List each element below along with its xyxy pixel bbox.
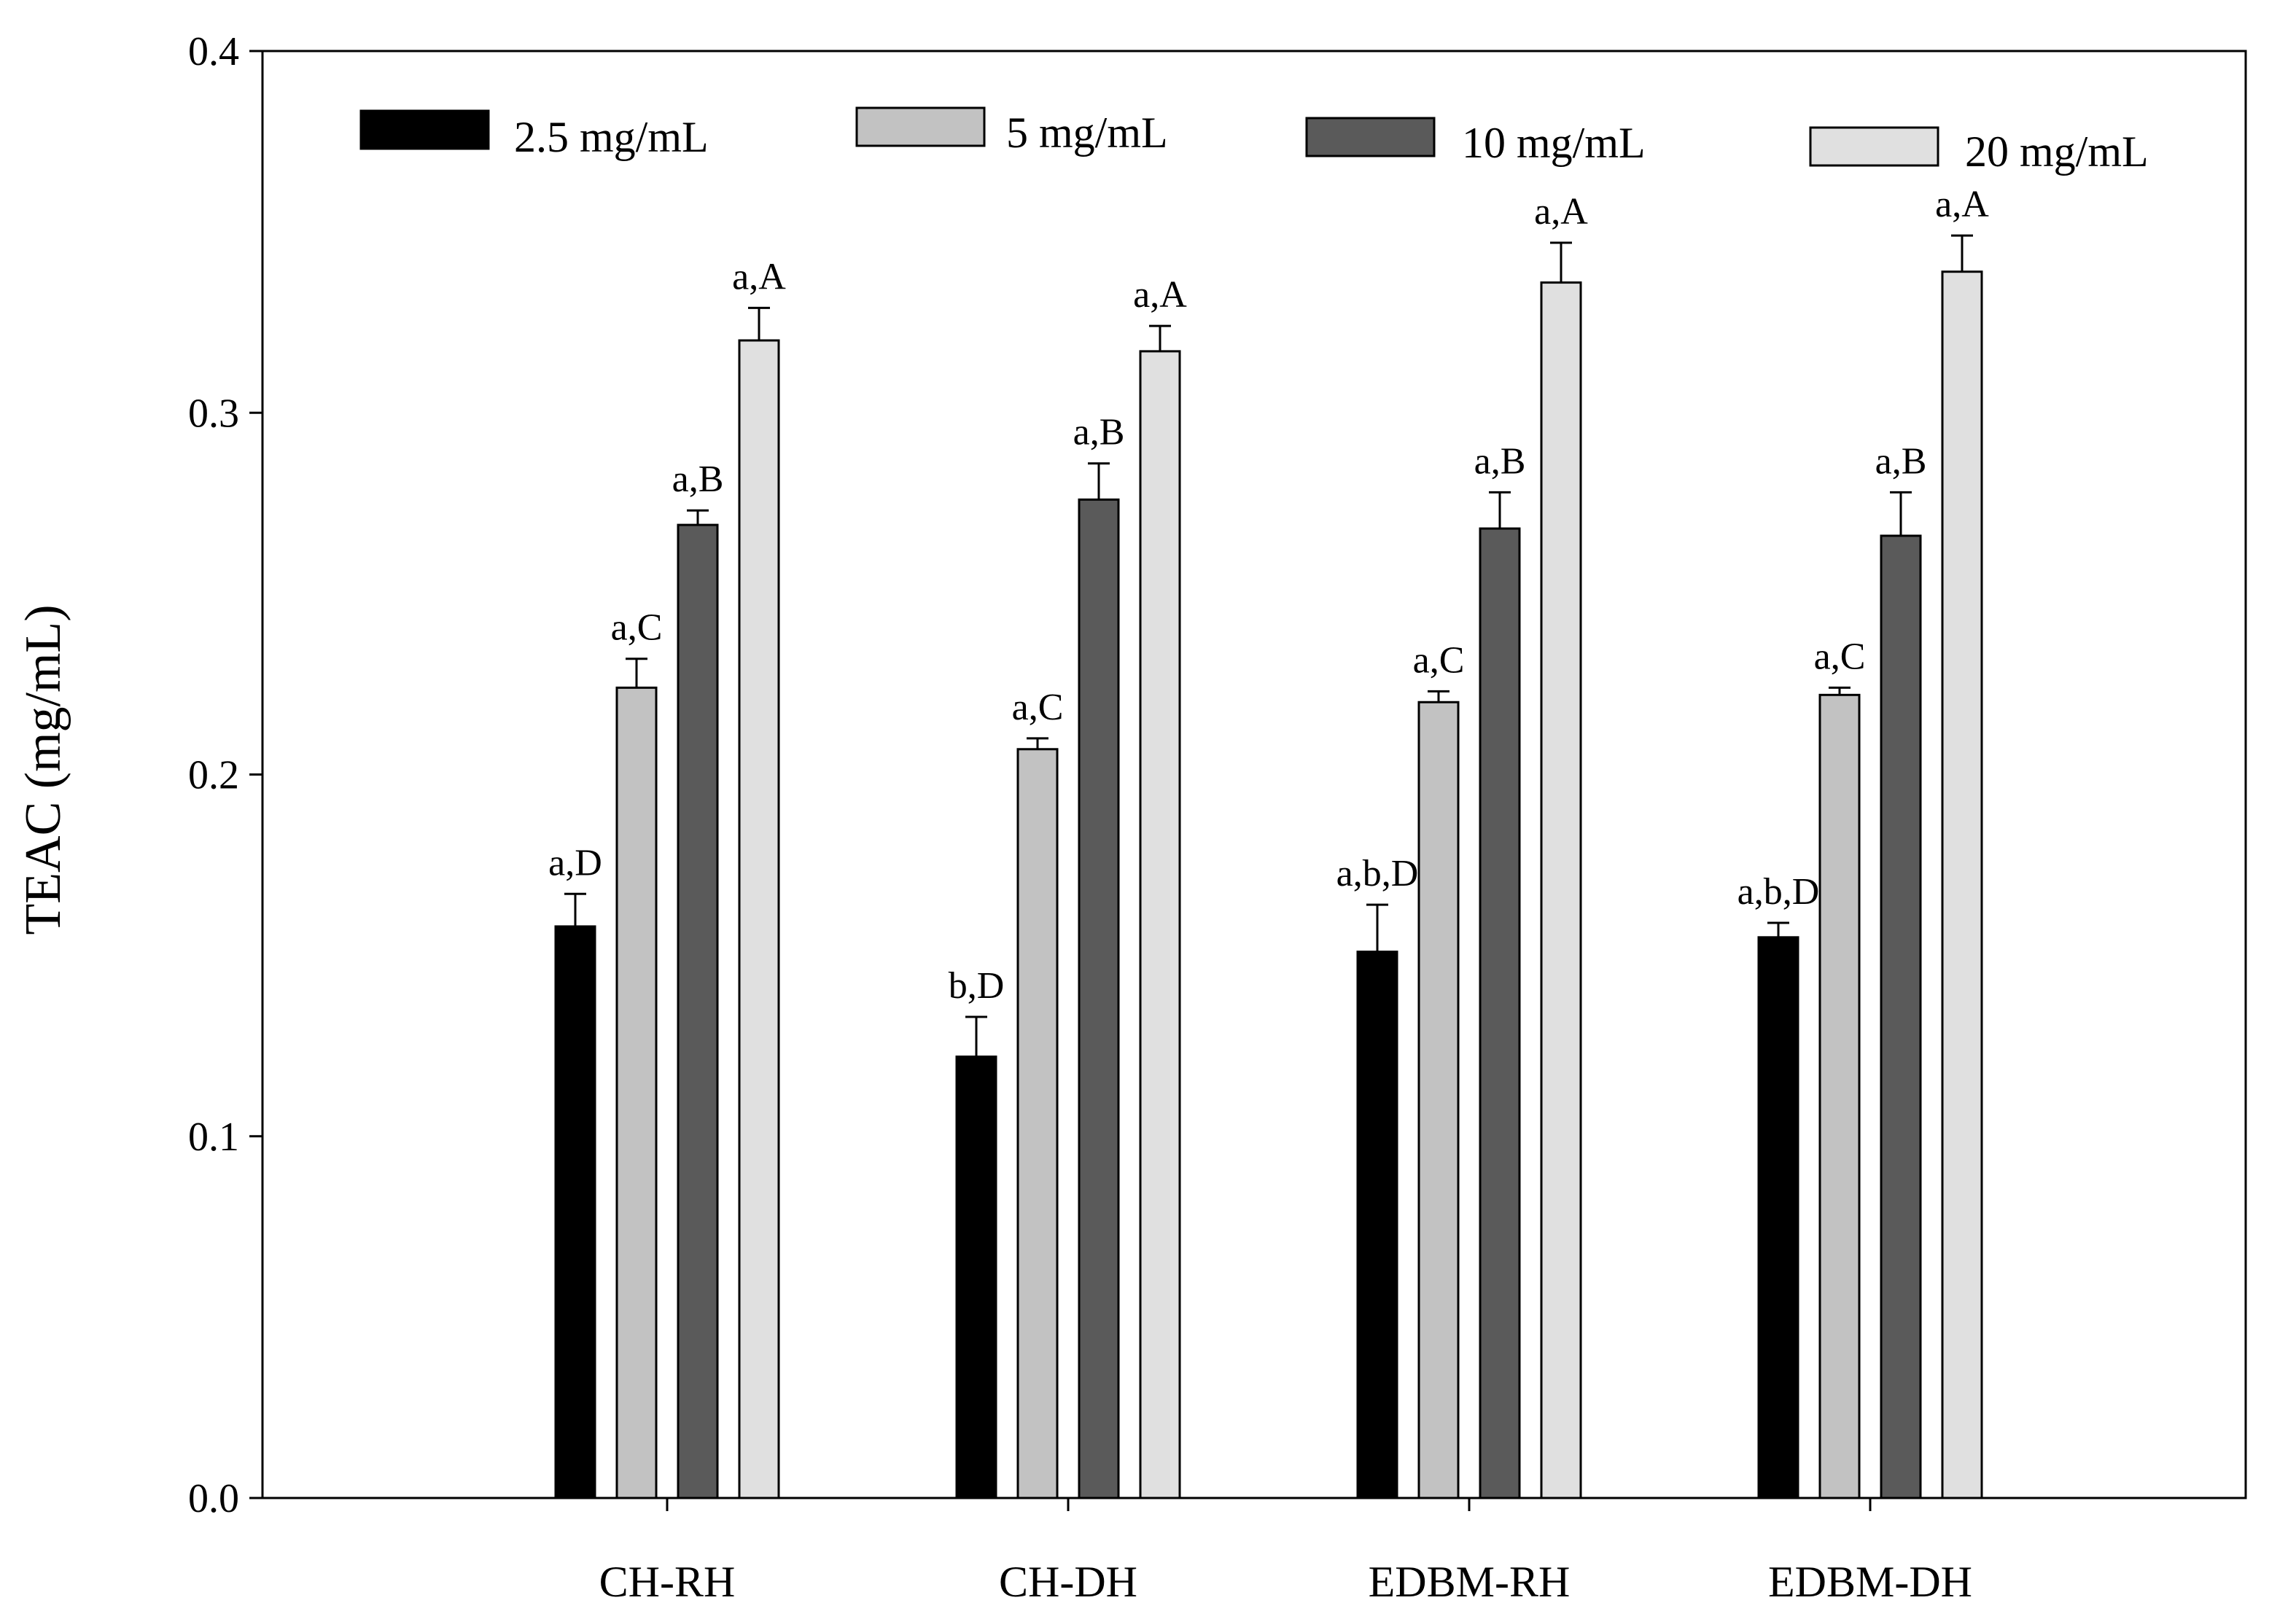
y-tick-label: 0.3: [188, 391, 239, 436]
bar-edbm-dh-series-3: [1880, 534, 1922, 1499]
significance-label: a,C: [1814, 636, 1866, 677]
significance-label: a,A: [1935, 184, 1989, 225]
y-tick-label: 0.2: [188, 753, 239, 798]
bar-ch-dh-series-4: [1139, 350, 1181, 1499]
legend-label-3: 10 mg/mL: [1462, 119, 1646, 167]
bar-edbm-rh-series-3: [1479, 527, 1521, 1499]
significance-label: a,A: [1133, 274, 1187, 316]
significance-label: a,C: [1413, 639, 1465, 681]
y-tick-label: 0.4: [188, 29, 239, 74]
significance-label: a,A: [1534, 191, 1588, 233]
significance-label: a,D: [548, 842, 602, 883]
significance-label: a,B: [672, 459, 724, 500]
bar-ch-dh-series-1: [955, 1056, 997, 1499]
x-tick-label: EDBM-DH: [1768, 1558, 1972, 1606]
x-tick-label: CH-DH: [999, 1558, 1137, 1606]
bar-ch-dh-series-2: [1016, 748, 1059, 1499]
significance-label: a,C: [1012, 687, 1064, 728]
y-axis-title: TEAC (mg/mL): [15, 605, 71, 935]
significance-label: a,A: [732, 256, 786, 297]
legend-label-1: 2.5 mg/mL: [514, 113, 709, 161]
legend-swatch-3: [1305, 117, 1436, 157]
bar-edbm-rh-series-2: [1417, 701, 1460, 1499]
legend-label-4: 20 mg/mL: [1965, 128, 2149, 176]
bar-edbm-rh-series-1: [1356, 951, 1398, 1499]
significance-label: a,B: [1474, 440, 1526, 482]
legend-swatch-1: [359, 109, 490, 150]
bar-edbm-dh-series-2: [1818, 693, 1861, 1499]
bar-ch-dh-series-3: [1078, 498, 1120, 1499]
x-tick-label: EDBM-RH: [1369, 1558, 1571, 1606]
bar-ch-rh-series-2: [615, 686, 658, 1499]
significance-label: a,b,D: [1336, 853, 1419, 894]
bar-ch-rh-series-1: [554, 925, 596, 1499]
significance-label: b,D: [949, 965, 1005, 1007]
bar-edbm-dh-series-4: [1941, 270, 1983, 1499]
legend-swatch-4: [1809, 126, 1939, 167]
bar-ch-rh-series-3: [677, 523, 719, 1499]
significance-label: a,B: [1875, 440, 1927, 482]
y-tick-label: 0.0: [188, 1476, 239, 1521]
legend-label-2: 5 mg/mL: [1006, 109, 1168, 157]
significance-label: a,C: [611, 607, 663, 649]
bar-ch-rh-series-4: [738, 339, 780, 1499]
x-tick-label: CH-RH: [599, 1558, 736, 1606]
significance-label: a,B: [1073, 412, 1125, 453]
legend-swatch-2: [855, 106, 986, 147]
bar-edbm-rh-series-4: [1540, 281, 1582, 1499]
y-tick-label: 0.1: [188, 1115, 239, 1160]
bar-edbm-dh-series-1: [1757, 936, 1799, 1499]
significance-label: a,b,D: [1737, 871, 1820, 913]
